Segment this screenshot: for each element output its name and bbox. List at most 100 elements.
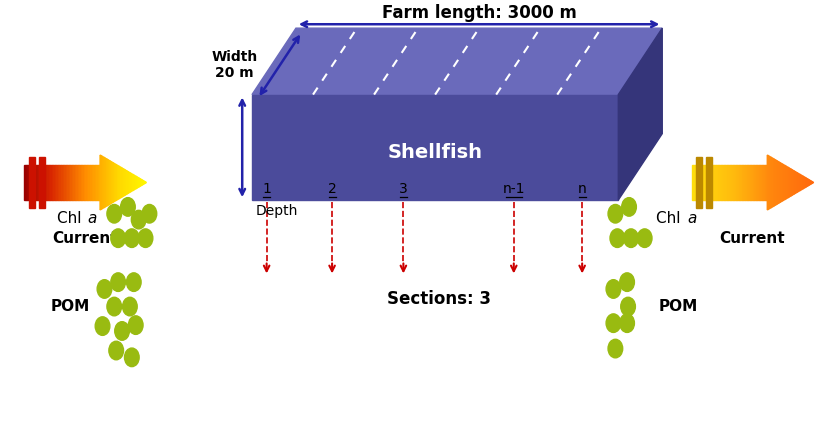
Polygon shape bbox=[252, 95, 618, 200]
Polygon shape bbox=[775, 160, 777, 205]
Polygon shape bbox=[136, 176, 137, 189]
Text: a: a bbox=[688, 211, 697, 226]
Polygon shape bbox=[769, 156, 771, 209]
Polygon shape bbox=[764, 165, 765, 200]
Polygon shape bbox=[751, 165, 753, 200]
Ellipse shape bbox=[638, 229, 652, 248]
Polygon shape bbox=[41, 165, 43, 200]
Polygon shape bbox=[734, 165, 736, 200]
Text: POM: POM bbox=[659, 299, 697, 314]
Text: Current: Current bbox=[52, 231, 118, 246]
Polygon shape bbox=[97, 165, 99, 200]
Polygon shape bbox=[721, 165, 722, 200]
Polygon shape bbox=[713, 165, 715, 200]
Polygon shape bbox=[779, 162, 780, 203]
Ellipse shape bbox=[608, 339, 622, 358]
Ellipse shape bbox=[115, 322, 129, 340]
Polygon shape bbox=[739, 165, 740, 200]
Text: Sections: 3: Sections: 3 bbox=[387, 290, 491, 308]
Ellipse shape bbox=[131, 210, 146, 229]
Polygon shape bbox=[137, 177, 139, 188]
Polygon shape bbox=[140, 179, 142, 186]
Polygon shape bbox=[722, 165, 723, 200]
Polygon shape bbox=[723, 165, 725, 200]
Polygon shape bbox=[110, 161, 112, 204]
Polygon shape bbox=[719, 165, 721, 200]
Polygon shape bbox=[753, 165, 754, 200]
Ellipse shape bbox=[142, 204, 157, 223]
Polygon shape bbox=[32, 165, 34, 200]
Text: Width
20 m: Width 20 m bbox=[212, 50, 258, 80]
Text: a: a bbox=[88, 211, 97, 226]
Ellipse shape bbox=[608, 204, 622, 223]
Text: Depth: Depth bbox=[256, 204, 298, 218]
Polygon shape bbox=[780, 162, 782, 202]
Ellipse shape bbox=[622, 197, 637, 216]
Polygon shape bbox=[701, 165, 702, 200]
Polygon shape bbox=[26, 165, 28, 200]
Polygon shape bbox=[252, 28, 662, 95]
Polygon shape bbox=[748, 165, 749, 200]
Text: 2: 2 bbox=[328, 182, 337, 196]
Polygon shape bbox=[61, 165, 62, 200]
Ellipse shape bbox=[606, 280, 621, 298]
Text: n: n bbox=[578, 182, 586, 196]
Polygon shape bbox=[756, 165, 757, 200]
Polygon shape bbox=[706, 157, 712, 208]
Polygon shape bbox=[113, 162, 114, 202]
Polygon shape bbox=[786, 166, 788, 199]
Polygon shape bbox=[738, 165, 739, 200]
Polygon shape bbox=[66, 165, 67, 200]
Polygon shape bbox=[118, 165, 119, 200]
Polygon shape bbox=[715, 165, 716, 200]
Polygon shape bbox=[618, 28, 662, 200]
Text: n-1: n-1 bbox=[502, 182, 525, 196]
Polygon shape bbox=[45, 165, 47, 200]
Polygon shape bbox=[144, 181, 145, 184]
Ellipse shape bbox=[620, 314, 634, 333]
Polygon shape bbox=[730, 165, 732, 200]
Polygon shape bbox=[754, 165, 756, 200]
Polygon shape bbox=[119, 166, 120, 199]
Polygon shape bbox=[696, 165, 698, 200]
Polygon shape bbox=[142, 180, 144, 185]
Polygon shape bbox=[67, 165, 69, 200]
Polygon shape bbox=[782, 164, 783, 201]
Polygon shape bbox=[24, 165, 26, 200]
Polygon shape bbox=[90, 165, 92, 200]
Polygon shape bbox=[710, 165, 711, 200]
Polygon shape bbox=[774, 159, 775, 206]
Polygon shape bbox=[771, 157, 773, 208]
Polygon shape bbox=[78, 165, 79, 200]
Polygon shape bbox=[794, 171, 795, 194]
Polygon shape bbox=[104, 157, 105, 208]
Polygon shape bbox=[759, 165, 760, 200]
Polygon shape bbox=[801, 175, 803, 190]
Polygon shape bbox=[765, 165, 766, 200]
Ellipse shape bbox=[129, 316, 143, 334]
Polygon shape bbox=[716, 165, 717, 200]
Polygon shape bbox=[762, 165, 764, 200]
Polygon shape bbox=[71, 165, 73, 200]
Polygon shape bbox=[76, 165, 78, 200]
Polygon shape bbox=[797, 172, 798, 192]
Polygon shape bbox=[54, 165, 55, 200]
Polygon shape bbox=[717, 165, 719, 200]
Polygon shape bbox=[809, 180, 811, 185]
Polygon shape bbox=[38, 165, 39, 200]
Polygon shape bbox=[129, 172, 131, 192]
Polygon shape bbox=[788, 167, 790, 198]
Ellipse shape bbox=[124, 229, 139, 248]
Polygon shape bbox=[698, 165, 699, 200]
Polygon shape bbox=[93, 165, 95, 200]
Polygon shape bbox=[133, 175, 134, 191]
Polygon shape bbox=[81, 165, 82, 200]
Text: Chl: Chl bbox=[656, 211, 685, 226]
Polygon shape bbox=[108, 160, 110, 205]
Polygon shape bbox=[39, 165, 41, 200]
Ellipse shape bbox=[111, 273, 125, 292]
Polygon shape bbox=[742, 165, 743, 200]
Polygon shape bbox=[725, 165, 727, 200]
Polygon shape bbox=[96, 165, 97, 200]
Polygon shape bbox=[812, 181, 814, 184]
